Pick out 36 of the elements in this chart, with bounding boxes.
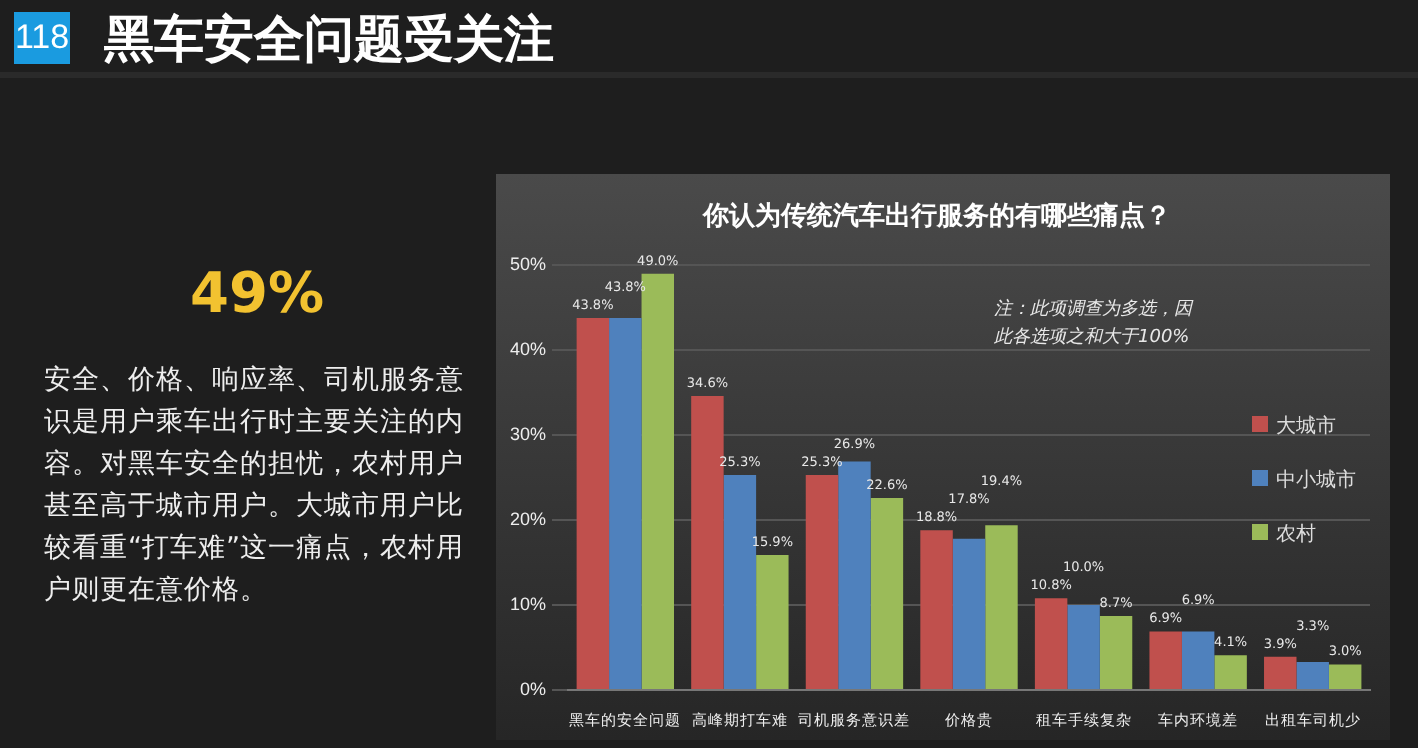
y-tick-label: 20% bbox=[510, 509, 547, 530]
bar bbox=[609, 317, 642, 689]
bar bbox=[641, 273, 674, 689]
text: 49% bbox=[190, 260, 325, 326]
bar bbox=[805, 475, 839, 689]
text: 118 bbox=[14, 12, 70, 64]
bar bbox=[1264, 656, 1297, 689]
bar bbox=[920, 530, 953, 689]
chart-title: 你认为传统汽车出行服务的有哪些痛点？ bbox=[701, 200, 1171, 233]
bar bbox=[985, 525, 1018, 689]
bar bbox=[1034, 598, 1068, 689]
bar bbox=[723, 475, 757, 689]
y-tick-label: 30% bbox=[510, 424, 547, 445]
y-tick-label: 0% bbox=[520, 678, 547, 699]
bar bbox=[1214, 655, 1247, 689]
annotation: 注：此项调查为多选，因此各选项之和大于100% bbox=[994, 297, 1196, 352]
legend-label: 农村 bbox=[1274, 521, 1318, 550]
legend-label: 大城市 bbox=[1274, 413, 1338, 442]
bar bbox=[756, 554, 789, 689]
bar bbox=[1149, 631, 1182, 689]
bar bbox=[576, 317, 610, 689]
bar bbox=[1296, 661, 1329, 689]
text: 黑车安全问题受关注 bbox=[104, 8, 554, 72]
bar bbox=[952, 538, 986, 689]
bar bbox=[1181, 631, 1215, 689]
bar bbox=[1067, 605, 1100, 689]
bar bbox=[838, 461, 871, 689]
text: 安全、价格、响应率、司机服务意识是用户乘车出行时主要关注的内容。对黑车安全的担忧，农村用户甚至高于城市用户。大城市用户比较看重“打车难”这一痛点，农村用户则更在意价格。 bbox=[44, 362, 466, 610]
y-tick-label: 50% bbox=[510, 254, 547, 275]
bar bbox=[1099, 616, 1133, 689]
bar bbox=[870, 497, 904, 689]
y-tick-label: 10% bbox=[510, 594, 547, 615]
bar bbox=[1328, 664, 1362, 689]
bar bbox=[691, 396, 724, 689]
legend-label: 中小城市 bbox=[1274, 467, 1356, 496]
y-tick-label: 40% bbox=[510, 339, 547, 360]
